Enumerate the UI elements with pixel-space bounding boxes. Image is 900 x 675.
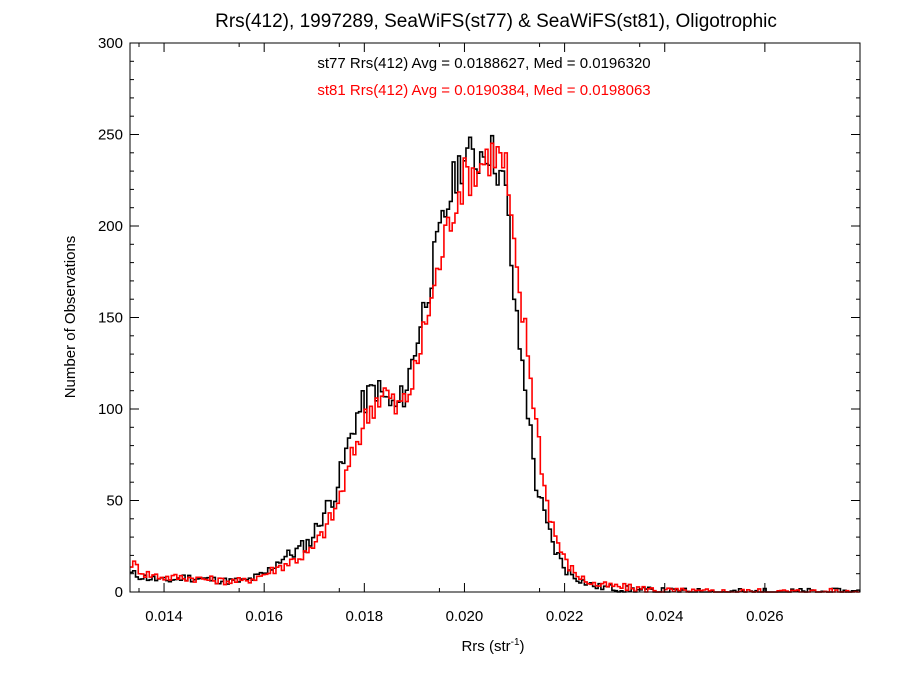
y-axis-label: Number of Observations xyxy=(62,236,79,399)
x-tick-label: 0.018 xyxy=(346,608,384,625)
x-axis-label-end: ) xyxy=(520,638,525,655)
axis-layer: 0.014 0.016 0.018 0.020 0.022 0.024 0.026 0 50 10… xyxy=(98,35,860,625)
x-tick-label: 0.024 xyxy=(646,608,684,625)
y-tick-label: 300 xyxy=(98,35,123,52)
x-axis-label-superscript: -1 xyxy=(511,637,520,648)
series-st77-line xyxy=(130,134,861,593)
annotation-st77: st77 Rrs(412) Avg = 0.0188627, Med = 0.0… xyxy=(317,55,650,72)
x-tick-label: 0.014 xyxy=(145,608,183,625)
y-tick-label: 150 xyxy=(98,310,123,327)
y-tick-label: 100 xyxy=(98,401,123,418)
y-tick-label: 50 xyxy=(106,493,123,510)
plot-frame xyxy=(129,42,861,593)
x-tick-label: 0.026 xyxy=(746,608,784,625)
series-layer xyxy=(130,134,861,593)
series-st81-line xyxy=(130,142,860,593)
chart-title: Rrs(412), 1997289, SeaWiFS(st77) & SeaWi… xyxy=(215,11,777,32)
y-tick-label: 250 xyxy=(98,127,123,144)
x-axis-label: Rrs (str-1) xyxy=(461,637,524,655)
x-axis-label-text: Rrs (str xyxy=(461,638,510,655)
x-tick-label: 0.020 xyxy=(446,608,484,625)
y-tick-label: 200 xyxy=(98,218,123,235)
annotation-st81: st81 Rrs(412) Avg = 0.0190384, Med = 0.0… xyxy=(317,82,650,99)
x-tick-label: 0.016 xyxy=(245,608,283,625)
y-tick-label: 0 xyxy=(115,584,123,601)
x-tick-label: 0.022 xyxy=(546,608,584,625)
